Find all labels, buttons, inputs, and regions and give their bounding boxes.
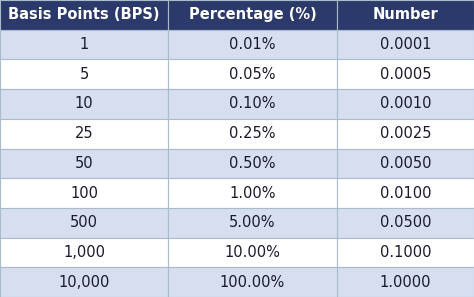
Bar (168, 0, 337, 30)
Text: Number: Number (373, 7, 438, 22)
Bar (0, 59, 168, 89)
Bar (337, 30, 474, 59)
Text: 100: 100 (70, 186, 98, 200)
Text: 0.50%: 0.50% (229, 156, 276, 171)
Text: 0.25%: 0.25% (229, 126, 276, 141)
Text: 100.00%: 100.00% (220, 275, 285, 290)
Bar (0, 178, 168, 208)
Text: 0.0050: 0.0050 (380, 156, 431, 171)
Bar (0, 30, 168, 59)
Text: 5: 5 (80, 67, 89, 82)
Text: 500: 500 (70, 215, 98, 230)
Text: 10: 10 (75, 97, 93, 111)
Bar (337, 0, 474, 30)
Bar (0, 148, 168, 178)
Bar (0, 238, 168, 267)
Text: 0.0500: 0.0500 (380, 215, 431, 230)
Bar (337, 148, 474, 178)
Bar (168, 30, 337, 59)
Bar (0, 119, 168, 148)
Bar (168, 267, 337, 297)
Bar (337, 89, 474, 119)
Bar (168, 119, 337, 148)
Bar (0, 89, 168, 119)
Text: 0.05%: 0.05% (229, 67, 276, 82)
Text: 0.0100: 0.0100 (380, 186, 431, 200)
Text: Percentage (%): Percentage (%) (189, 7, 316, 22)
Text: 0.0005: 0.0005 (380, 67, 431, 82)
Bar (168, 89, 337, 119)
Text: Basis Points (BPS): Basis Points (BPS) (9, 7, 160, 22)
Text: 1,000: 1,000 (63, 245, 105, 260)
Text: 0.10%: 0.10% (229, 97, 276, 111)
Bar (0, 0, 168, 30)
Bar (168, 208, 337, 238)
Text: 0.0025: 0.0025 (380, 126, 431, 141)
Text: 0.01%: 0.01% (229, 37, 276, 52)
Text: 0.0010: 0.0010 (380, 97, 431, 111)
Bar (168, 178, 337, 208)
Bar (0, 267, 168, 297)
Bar (337, 178, 474, 208)
Bar (337, 208, 474, 238)
Text: 50: 50 (75, 156, 93, 171)
Text: 10,000: 10,000 (58, 275, 110, 290)
Bar (168, 148, 337, 178)
Bar (337, 119, 474, 148)
Text: 0.0001: 0.0001 (380, 37, 431, 52)
Bar (337, 59, 474, 89)
Bar (168, 59, 337, 89)
Text: 1.0000: 1.0000 (380, 275, 431, 290)
Text: 5.00%: 5.00% (229, 215, 276, 230)
Text: 0.1000: 0.1000 (380, 245, 431, 260)
Text: 1: 1 (80, 37, 89, 52)
Bar (337, 267, 474, 297)
Bar (168, 238, 337, 267)
Text: 10.00%: 10.00% (225, 245, 280, 260)
Bar (337, 238, 474, 267)
Text: 25: 25 (75, 126, 93, 141)
Bar (0, 208, 168, 238)
Text: 1.00%: 1.00% (229, 186, 276, 200)
